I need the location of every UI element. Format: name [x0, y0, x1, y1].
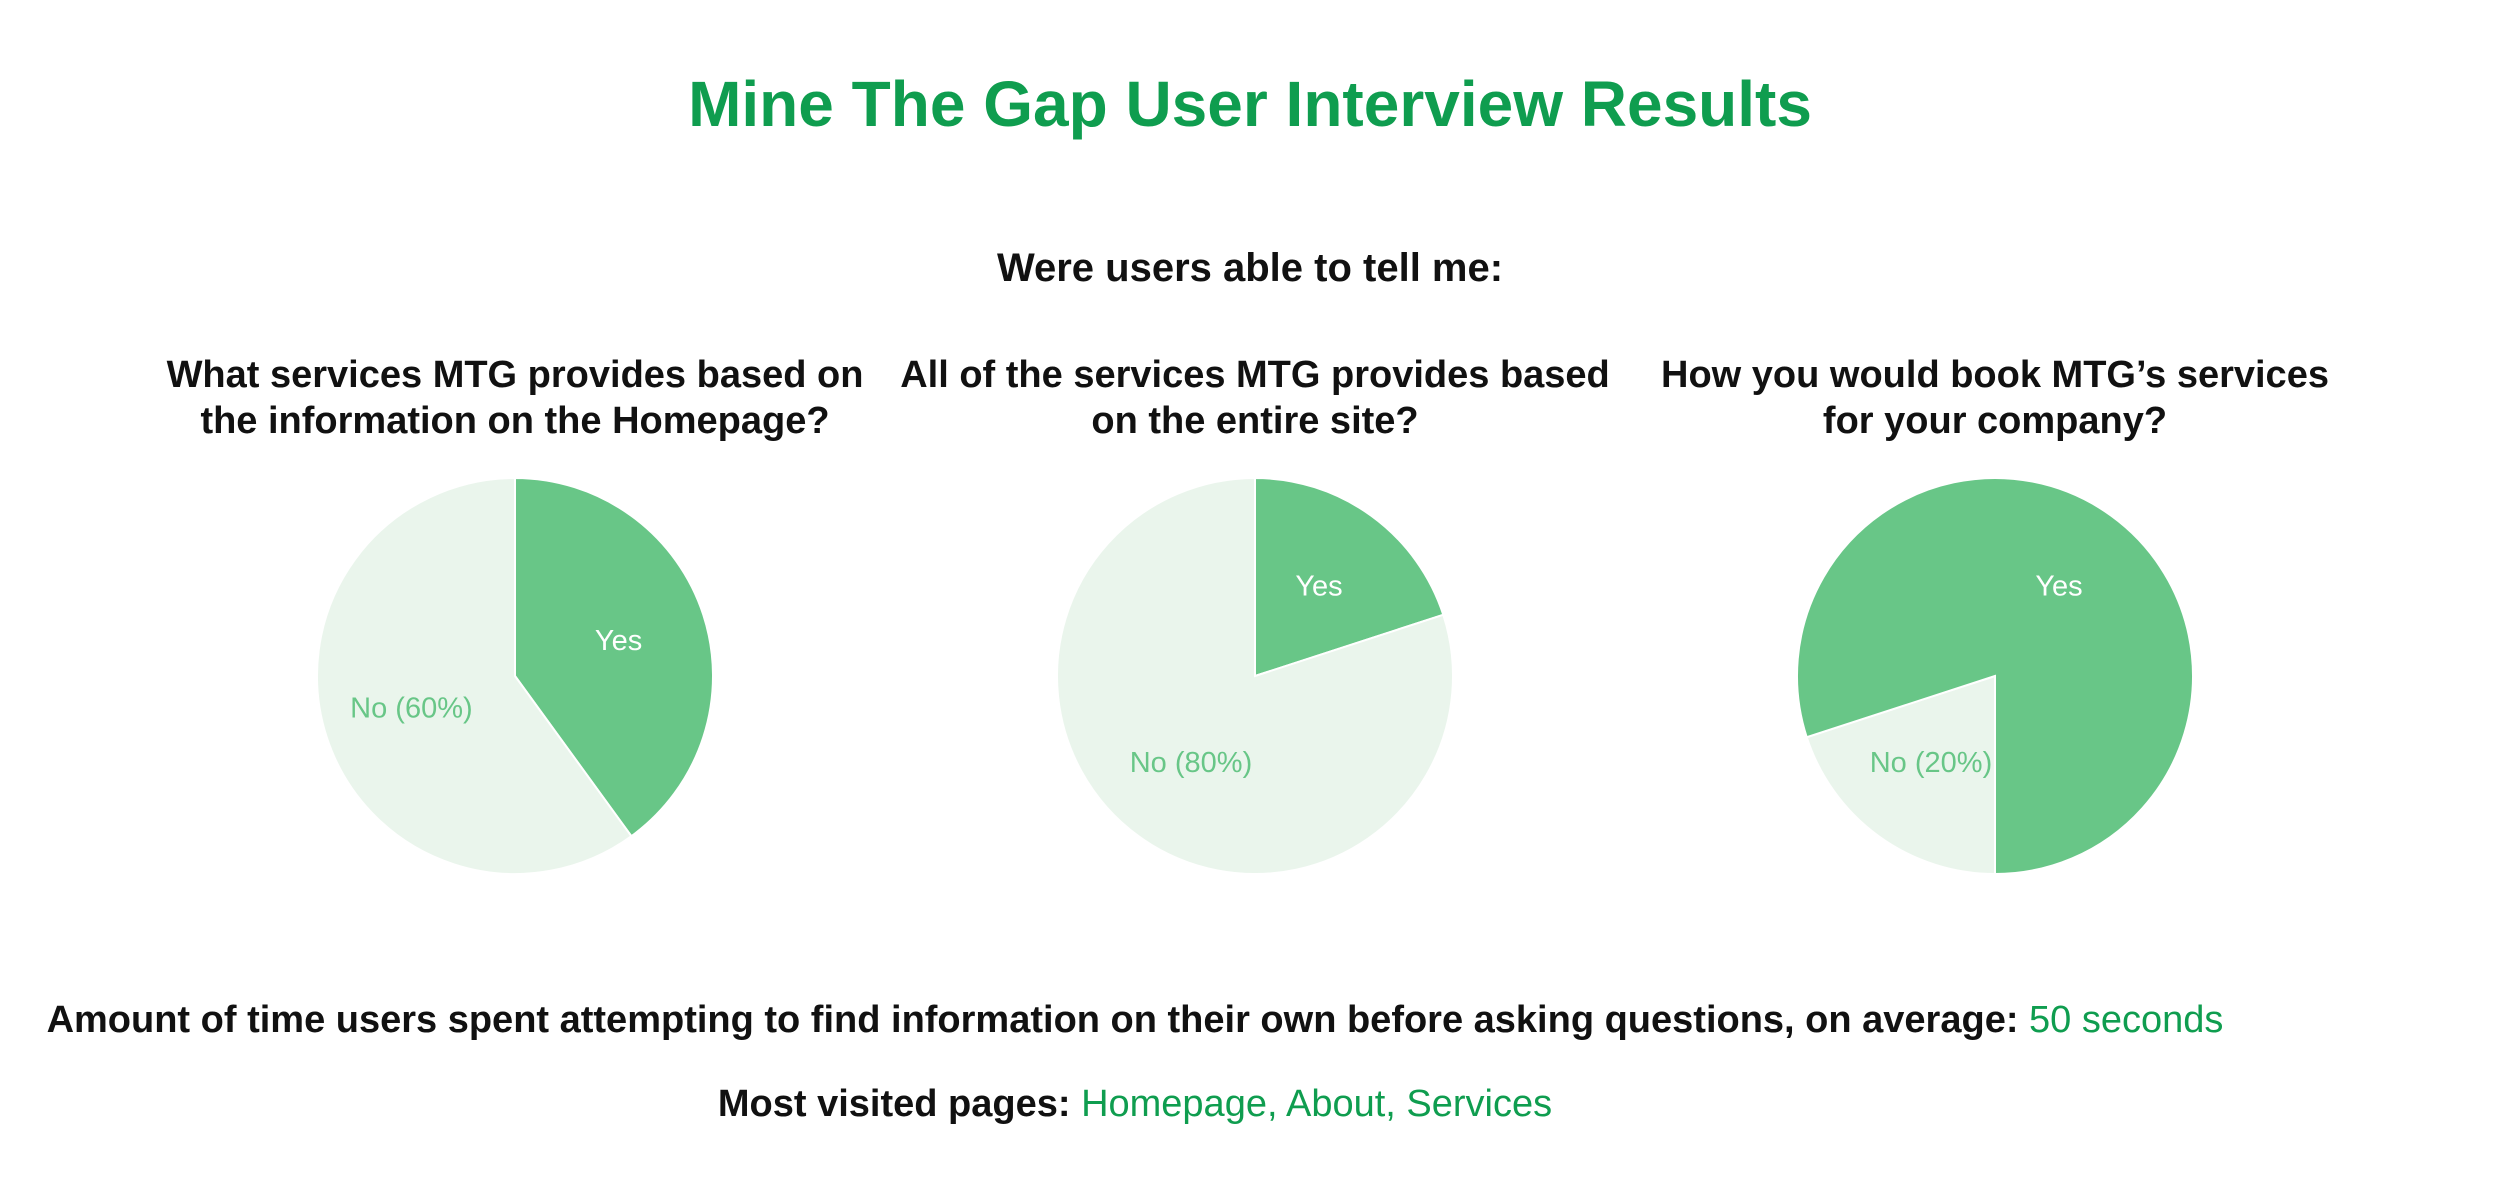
pie-chart-booking: How you would book MTG’s services for yo… — [1635, 352, 2355, 912]
pie-svg: Yes No (80%) — [1056, 476, 1454, 875]
average-time-line: Amount of time users spent attempting to… — [0, 994, 2500, 1046]
slice-label-no: No (20%) — [1870, 747, 1993, 779]
average-time-value: 50 seconds — [2029, 999, 2224, 1041]
slice-label-no: No (80%) — [1130, 747, 1253, 779]
most-visited-value: Homepage, About, Services — [1081, 1083, 1553, 1125]
pie-chart-entire-site: All of the services MTG provides based o… — [895, 352, 1615, 912]
question-line: the information on the Homepage? — [200, 400, 830, 442]
pie-slice-yes — [514, 476, 714, 838]
page-title: Mine The Gap User Interview Results — [688, 68, 1812, 140]
question-line: How you would book MTG’s services — [1661, 354, 2329, 396]
pie-slice-yes — [1254, 476, 1445, 678]
slice-label-no: No (60%) — [350, 692, 473, 724]
slice-label-yes: Yes — [595, 625, 642, 657]
chart-question: What services MTG provides based on the … — [155, 352, 875, 452]
question-line: for your company? — [1822, 400, 2168, 442]
question-line: What services MTG provides based on — [166, 354, 864, 396]
slice-label-yes: Yes — [1295, 571, 1342, 603]
question-line: on the entire site? — [1091, 400, 1419, 442]
pie-svg: No (20%) Yes — [1796, 477, 2194, 876]
slice-label-yes: Yes — [2035, 571, 2082, 603]
pie-slice-yes — [1796, 477, 2194, 876]
pie-slice-no — [1056, 476, 1454, 875]
most-visited-label: Most visited pages: — [717, 1083, 1082, 1125]
average-time-label: Amount of time users spent attempting to… — [46, 999, 2030, 1041]
question-line: All of the services MTG provides based — [900, 354, 1610, 396]
intro-heading: Were users able to tell me: — [996, 246, 1504, 290]
chart-question: All of the services MTG provides based o… — [895, 352, 1615, 452]
most-visited-pages-line: Most visited pages: Homepage, About, Ser… — [0, 1078, 2500, 1130]
chart-question: How you would book MTG’s services for yo… — [1635, 352, 2355, 452]
pie-slice-no — [316, 476, 633, 875]
pie-chart-homepage: What services MTG provides based on the … — [155, 352, 875, 912]
pie-slice-no — [1805, 674, 1996, 876]
pie-svg: Yes No (60%) — [316, 476, 714, 875]
